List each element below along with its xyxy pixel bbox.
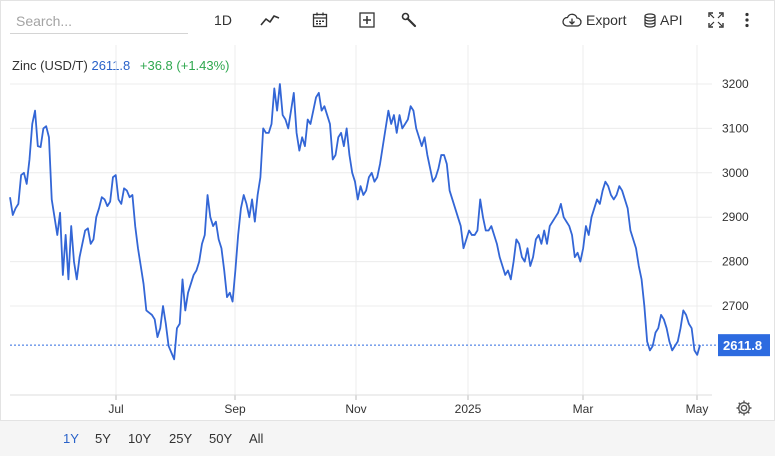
- price-change: +36.8 (+1.43%): [139, 58, 230, 73]
- more-menu-button[interactable]: [740, 8, 754, 32]
- last-price-badge: [718, 334, 770, 357]
- range-tab-1y[interactable]: 1Y: [63, 431, 79, 446]
- calendar-button[interactable]: [309, 8, 331, 32]
- y-axis: 3200 3100 3000 2900 2800 2700: [722, 77, 749, 313]
- range-tab-25y[interactable]: 25Y: [169, 431, 193, 446]
- x-tick-label: Nov: [345, 402, 366, 416]
- add-box-icon: [359, 12, 375, 28]
- y-tick-label: 2800: [722, 255, 749, 269]
- x-axis: Jul Sep Nov 2025 Mar May: [10, 394, 712, 416]
- calendar-icon: [312, 12, 328, 28]
- instrument-name: Zinc (USD/T): [12, 58, 88, 73]
- price-series-line: [9, 83, 701, 361]
- x-tick-label: Jul: [108, 402, 123, 416]
- y-tick-label: 3200: [722, 77, 749, 91]
- x-tick-label: Mar: [573, 402, 594, 416]
- wrench-icon: [401, 12, 417, 28]
- search-input[interactable]: [10, 8, 188, 34]
- current-price: 2611.8: [91, 58, 131, 73]
- range-tabs: 1Y 5Y 10Y 25Y 50Y All: [0, 420, 775, 456]
- fullscreen-icon: [708, 12, 724, 28]
- y-tick-label: 2900: [722, 210, 749, 224]
- x-tick-label: 2025: [455, 402, 482, 416]
- database-icon: [644, 12, 656, 28]
- api-label: API: [660, 12, 683, 28]
- chart-settings-icon[interactable]: [735, 399, 753, 417]
- chart-type-button[interactable]: [259, 8, 281, 32]
- x-tick-label: May: [686, 402, 709, 416]
- chart-grid: [10, 45, 712, 395]
- range-tab-10y[interactable]: 10Y: [128, 431, 152, 446]
- y-tick-label: 3000: [722, 166, 749, 180]
- x-tick-label: Sep: [224, 402, 246, 416]
- interval-label: 1D: [214, 12, 232, 28]
- api-button[interactable]: API: [644, 8, 686, 32]
- fullscreen-button[interactable]: [706, 8, 726, 32]
- more-vertical-icon: [745, 12, 749, 28]
- chart-legend: Zinc (USD/T) 2611.8 +36.8 (+1.43%): [12, 58, 230, 73]
- add-indicator-button[interactable]: [356, 8, 378, 32]
- cloud-download-icon: [562, 13, 582, 27]
- export-label: Export: [586, 12, 627, 28]
- settings-tools-button[interactable]: [398, 8, 420, 32]
- interval-button[interactable]: 1D: [211, 8, 235, 32]
- range-tab-all[interactable]: All: [249, 431, 264, 446]
- line-chart-icon: [260, 15, 280, 26]
- y-tick-label: 2700: [722, 299, 749, 313]
- chart-toolbar: 1D: [0, 0, 775, 40]
- range-tab-5y[interactable]: 5Y: [95, 431, 111, 446]
- export-button[interactable]: Export: [562, 8, 628, 32]
- price-chart[interactable]: 3200 3100 3000 2900 2800 2700 Jul Sep Nov 2025 Ma…: [0, 40, 775, 420]
- last-price-label: 2611.8: [723, 338, 762, 353]
- y-tick-label: 3100: [722, 121, 749, 135]
- range-tab-50y[interactable]: 50Y: [209, 431, 233, 446]
